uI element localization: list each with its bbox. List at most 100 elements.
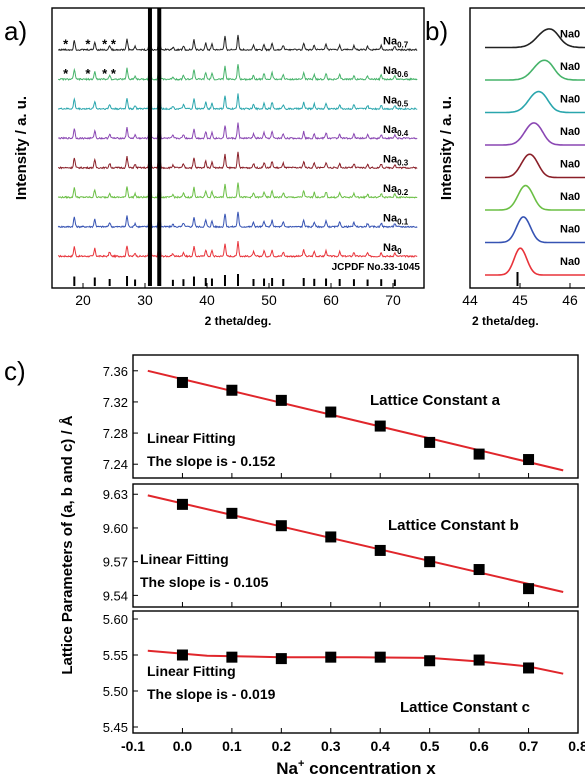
- x-tick-label: 46: [562, 292, 578, 308]
- subplot-title: Lattice Constant b: [388, 517, 519, 534]
- fit-line: [147, 494, 564, 593]
- series-line: [485, 122, 585, 146]
- data-point: [374, 651, 386, 663]
- series-line: [57, 175, 418, 200]
- panel-label-c: c): [4, 356, 26, 386]
- x-tick-label: 0.8: [568, 738, 585, 754]
- x-tick-label: 50: [261, 292, 277, 308]
- impurity-marker: *: [85, 66, 91, 81]
- panel-b: b) 44 45 46 2 theta/deg. Intensity / a. u. Na0…: [425, 7, 585, 328]
- data-point: [275, 653, 287, 665]
- subplot-1: 7.36 7.32 7.28 7.24 Lattice Constant a Linear…: [103, 354, 579, 479]
- series-label-sub: 0: [397, 247, 402, 256]
- x-tick-label: 40: [199, 292, 215, 308]
- y-axis-label: Lattice Parameters of (a, b and c) / Å: [59, 415, 76, 674]
- series-line: [485, 28, 585, 49]
- data-point: [226, 651, 238, 663]
- data-point: [523, 454, 535, 466]
- subplot-title: Lattice Constant c: [400, 699, 530, 716]
- series-label-sub: 0.1: [397, 218, 409, 227]
- fit-label: Linear Fitting: [147, 430, 236, 446]
- series-label-sub: 0.4: [397, 129, 409, 138]
- data-point: [424, 556, 436, 568]
- data-point: [325, 531, 337, 543]
- series-line: [485, 90, 585, 114]
- series-label: Na0: [560, 191, 580, 203]
- series-label: Na0.4: [383, 124, 409, 138]
- x-tick-label: -0.1: [121, 738, 145, 754]
- impurity-marker: *: [63, 37, 69, 52]
- x-tick-label: 60: [323, 292, 339, 308]
- series-label-sub: 0.5: [397, 100, 409, 109]
- y-tick-label: 5.45: [103, 720, 128, 735]
- panel-label-a: a): [4, 16, 27, 46]
- x-tick-label: 0.4: [370, 738, 390, 754]
- fit-line: [147, 369, 564, 472]
- x-axis-label-sup: +: [298, 758, 304, 770]
- y-tick-label: 5.55: [103, 648, 128, 663]
- series-line: [57, 204, 418, 229]
- panel-label-b: b): [425, 16, 448, 46]
- y-axis-label: Intensity / a. u.: [438, 96, 455, 200]
- data-point: [176, 376, 188, 388]
- subplot-frame: [132, 610, 579, 734]
- series-label: Na0.7: [383, 36, 409, 50]
- data-point: [325, 651, 337, 663]
- data-point: [424, 436, 436, 448]
- x-tick-label: 30: [137, 292, 153, 308]
- series-line: [58, 233, 418, 259]
- series-line: [57, 31, 418, 52]
- series-line: [58, 145, 418, 170]
- series-label: Na0: [560, 29, 580, 41]
- data-point: [325, 406, 337, 418]
- y-tick-label: 9.57: [103, 555, 128, 570]
- series-label-sub: 0.3: [397, 159, 409, 168]
- data-point: [226, 507, 238, 519]
- y-tick-label: 9.60: [103, 521, 128, 536]
- fit-label: Linear Fitting: [147, 663, 236, 679]
- y-tick-label: 7.28: [103, 426, 128, 441]
- x-tick-label: 70: [385, 292, 401, 308]
- dominant-peak: [157, 8, 162, 286]
- series-line: [57, 86, 418, 111]
- series-label: Na0.3: [383, 154, 409, 168]
- panel-a: a) 20 30 40 50 60 70 2 theta/deg. Intensity / a.…: [4, 7, 425, 328]
- panel-c: c) 7.36 7.32 7.28 7.24 Lattice Constant a Line…: [4, 354, 585, 776]
- series-line: [485, 184, 585, 211]
- data-point: [473, 654, 485, 666]
- data-point: [374, 544, 386, 556]
- y-tick-label: 5.50: [103, 684, 128, 699]
- plot-frame: [51, 7, 425, 289]
- y-tick-label: 7.24: [103, 457, 128, 472]
- x-tick-label: 0.0: [173, 738, 193, 754]
- y-tick-label: 7.36: [103, 364, 128, 379]
- data-point: [275, 394, 287, 406]
- series-label: Na0: [560, 94, 580, 106]
- series-line: [485, 216, 585, 244]
- x-tick-label: 0.6: [469, 738, 489, 754]
- subplot-3: 5.60 5.55 5.50 5.45 Lattice Constant c Linear…: [103, 610, 579, 735]
- y-tick-label: 9.54: [103, 588, 128, 603]
- series-label-sub: 0.6: [397, 70, 409, 79]
- x-tick-label: 0.2: [272, 738, 292, 754]
- fit-line: [147, 649, 564, 675]
- fit-slope-label: The slope is - 0.019: [147, 686, 276, 702]
- series-label: Na0: [560, 256, 580, 268]
- fit-label: Linear Fitting: [140, 551, 229, 567]
- impurity-marker: *: [85, 37, 91, 52]
- impurity-marker: *: [102, 66, 108, 81]
- x-tick-label: 0.7: [519, 738, 539, 754]
- series-label: Na0.5: [383, 95, 409, 109]
- y-tick-label: 9.63: [103, 487, 128, 502]
- reference-label: JCPDF No.33-1045: [332, 262, 421, 273]
- series-label-sub: 0.2: [397, 188, 409, 197]
- plot-frame: [469, 7, 585, 289]
- impurity-marker: *: [63, 66, 69, 81]
- impurity-marker: *: [102, 37, 108, 52]
- dominant-peak: [147, 8, 152, 286]
- x-axis-label: 2 theta/deg.: [205, 314, 272, 328]
- subplot-2: 9.63 9.60 9.57 9.54 Lattice Constant b Linear…: [103, 483, 579, 608]
- impurity-marker: *: [111, 37, 117, 52]
- series-label: Na0: [560, 224, 580, 236]
